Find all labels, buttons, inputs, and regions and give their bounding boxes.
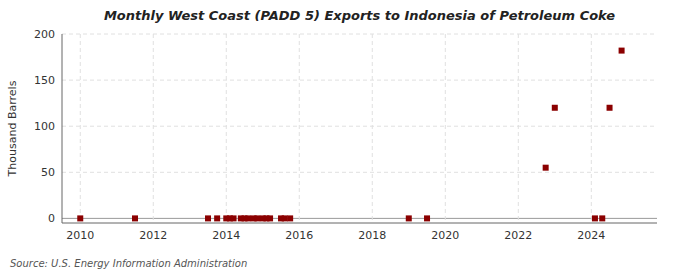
y-axis-label: Thousand Barrels [6,80,19,177]
x-tick-label: 2016 [285,229,313,242]
x-grid-line [372,34,373,223]
point [552,105,558,111]
point [287,215,293,221]
point [205,215,211,221]
point [231,215,237,221]
point [77,215,83,221]
point [132,215,138,221]
x-tick-label: 2018 [358,229,386,242]
point [607,105,613,111]
x-grid-line [591,34,592,223]
tick-labels: 0 50 100 150 200 2010 2012 2014 2016 2018 2020 2022… [34,28,605,242]
point [214,215,220,221]
point [267,215,273,221]
chart: 0 50 100 150 200 2010 2012 2014 2016 2018 2020 2022… [0,0,675,275]
x-tick-label: 2024 [577,229,605,242]
y-grid-line [62,80,657,81]
x-grid-line [445,34,446,223]
title: Monthly West Coast (PADD 5) Exports to I… [104,8,615,23]
grid [62,34,657,223]
y-tick-label: 200 [34,28,55,41]
x-grid-line [153,34,154,223]
point [254,215,260,221]
y-grid-line [62,34,657,35]
y-grid-line [62,126,657,127]
x-grid-line [299,34,300,223]
point [406,215,412,221]
y-axis-line [62,34,63,223]
y-grid-line [62,172,657,173]
x-grid-line [518,34,519,223]
chart-container: 0 50 100 150 200 2010 2012 2014 2016 2018 2020 2022… [0,0,675,275]
x-tick-label: 2012 [139,229,167,242]
y-tick-label: 0 [48,212,55,225]
x-tick-label: 2022 [504,229,532,242]
point [599,215,605,221]
point [282,215,288,221]
point [543,165,549,171]
x-grid-line [226,34,227,223]
y-tick-label: 100 [34,120,55,133]
x-axis-line [62,223,657,224]
x-tick-label: 2014 [212,229,240,242]
x-tick-label: 2010 [66,229,94,242]
y-grid-line [62,218,657,219]
y-tick-label: 150 [34,74,55,87]
source-note: Source: U.S. Energy Information Administ… [10,258,247,269]
x-grid-line [80,34,81,223]
point [245,215,251,221]
point [619,48,625,54]
point [592,215,598,221]
points [77,48,624,222]
y-tick-label: 50 [41,166,55,179]
point [424,215,430,221]
x-tick-label: 2020 [431,229,459,242]
